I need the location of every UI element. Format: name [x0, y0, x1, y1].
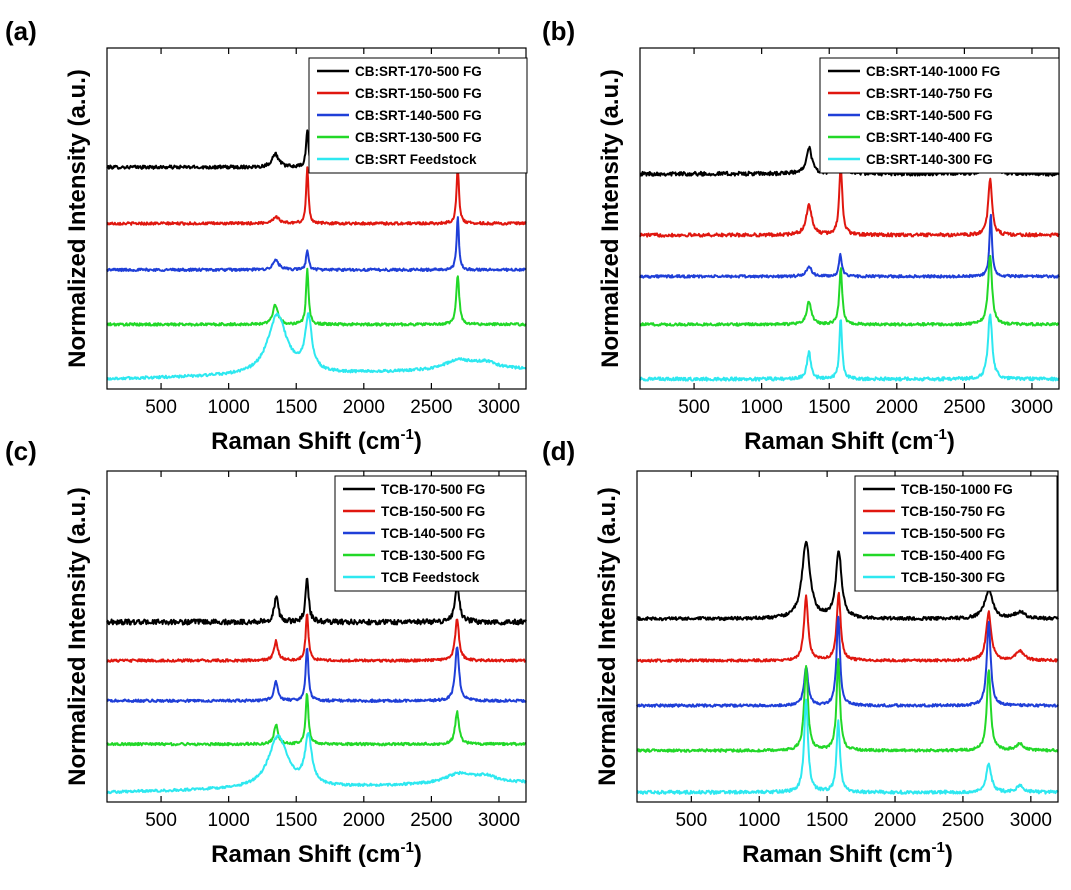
series-line: [106, 732, 527, 795]
series-line: [106, 693, 527, 747]
legend-entry: TCB-150-300 FG: [901, 570, 1005, 585]
x-tick-label: 1500: [808, 397, 850, 418]
x-tick-label: 3000: [478, 810, 520, 831]
x-tick-label: 1000: [738, 810, 780, 831]
x-tick-label: 2000: [343, 810, 385, 831]
series-line: [639, 313, 1060, 382]
x-axis-label: Raman Shift (cm-1): [744, 426, 955, 455]
y-axis-label: Normalized Intensity (a.u.): [64, 69, 91, 368]
series-line: [636, 658, 1059, 753]
x-tick-label: 1500: [275, 397, 317, 418]
series-line: [106, 166, 527, 226]
legend-entry: TCB-170-500 FG: [381, 482, 485, 497]
x-tick-label: 2000: [876, 397, 918, 418]
legend-entry: CB:SRT-140-300 FG: [866, 152, 993, 167]
legend-entry: CB:SRT-130-500 FG: [355, 130, 482, 145]
legend-entry: CB:SRT-150-500 FG: [355, 86, 482, 101]
panel-label: (b): [542, 16, 575, 46]
series-line: [639, 166, 1060, 238]
chart-panel: (b) 500 1000 1500 2000 2500 3000 Raman Shift (c…: [542, 16, 1060, 455]
series-line: [639, 254, 1060, 327]
legend-entry: TCB-140-500 FG: [381, 526, 485, 541]
legend: CB:SRT-140-1000 FG CB:SRT-140-750 FG CB:SR…: [819, 57, 1060, 174]
legend: CB:SRT-170-500 FG CB:SRT-150-500 FG CB:SRT…: [308, 57, 528, 174]
series-line: [106, 312, 527, 381]
series-line: [636, 591, 1059, 663]
legend-entry: CB:SRT-170-500 FG: [355, 64, 482, 79]
series-line: [106, 613, 527, 663]
x-tick-label: 2500: [942, 810, 984, 831]
series-line: [636, 615, 1059, 708]
series-line: [636, 698, 1059, 795]
legend-entry: CB:SRT-140-1000 FG: [866, 64, 1000, 79]
y-axis-label: Normalized Intensity (a.u.): [594, 487, 621, 786]
legend-entry: CB:SRT-140-750 FG: [866, 86, 993, 101]
x-axis-label: Raman Shift (cm-1): [211, 839, 422, 868]
series-line: [106, 267, 527, 327]
legend-entry: CB:SRT-140-400 FG: [866, 130, 993, 145]
chart-panel: (d) 500 1000 1500 2000 2500 3000 Raman Shift (c…: [542, 436, 1059, 868]
y-axis-label: Normalized Intensity (a.u.): [64, 487, 91, 786]
legend-entry: TCB-150-500 FG: [901, 526, 1005, 541]
x-tick-label: 2500: [410, 810, 452, 831]
x-tick-label: 2500: [943, 397, 985, 418]
x-tick-label: 500: [145, 397, 177, 418]
legend-entry: CB:SRT-140-500 FG: [866, 108, 993, 123]
panel-label: (d): [542, 436, 575, 466]
chart-panel: (a) 500 1000 1500 2000 2500 3000 Raman Shift (c…: [5, 16, 528, 455]
legend-entry: CB:SRT-140-500 FG: [355, 108, 482, 123]
x-tick-label: 500: [145, 810, 177, 831]
legend-entry: TCB-150-1000 FG: [901, 482, 1013, 497]
x-axis-label: Raman Shift (cm-1): [742, 839, 953, 868]
x-tick-label: 3000: [1010, 810, 1052, 831]
x-tick-label: 2000: [343, 397, 385, 418]
panel-label: (c): [5, 436, 37, 466]
x-tick-label: 1500: [275, 810, 317, 831]
x-tick-label: 3000: [1011, 397, 1053, 418]
x-tick-label: 1000: [208, 810, 250, 831]
x-axis-label: Raman Shift (cm-1): [211, 426, 422, 455]
x-tick-label: 2000: [874, 810, 916, 831]
x-tick-label: 3000: [478, 397, 520, 418]
x-tick-label: 500: [675, 810, 707, 831]
legend-entry: TCB Feedstock: [381, 570, 480, 585]
plot-frame: [636, 470, 1059, 803]
x-tick-label: 500: [678, 397, 710, 418]
x-tick-label: 1500: [806, 810, 848, 831]
series-line: [106, 646, 527, 703]
legend-entry: CB:SRT Feedstock: [355, 152, 477, 167]
x-tick-label: 1000: [208, 397, 250, 418]
panel-label: (a): [5, 16, 37, 46]
series-line: [106, 216, 527, 273]
x-tick-label: 1000: [741, 397, 783, 418]
legend: TCB-150-1000 FG TCB-150-750 FG TCB-150-500…: [854, 475, 1058, 592]
plot-frame: [639, 47, 1060, 390]
y-axis-label: Normalized Intensity (a.u.): [597, 69, 624, 368]
legend-entry: TCB-150-750 FG: [901, 504, 1005, 519]
plot-frame: [106, 470, 527, 803]
legend: TCB-170-500 FG TCB-150-500 FG TCB-140-500 …: [334, 475, 527, 592]
legend-entry: TCB-130-500 FG: [381, 548, 485, 563]
chart-panel: (c) 500 1000 1500 2000 2500 3000 Raman Shift (c…: [5, 436, 527, 868]
legend-entry: TCB-150-500 FG: [381, 504, 485, 519]
plot-frame: [106, 47, 527, 390]
x-tick-label: 2500: [410, 397, 452, 418]
series-line: [639, 213, 1060, 279]
legend-entry: TCB-150-400 FG: [901, 548, 1005, 563]
